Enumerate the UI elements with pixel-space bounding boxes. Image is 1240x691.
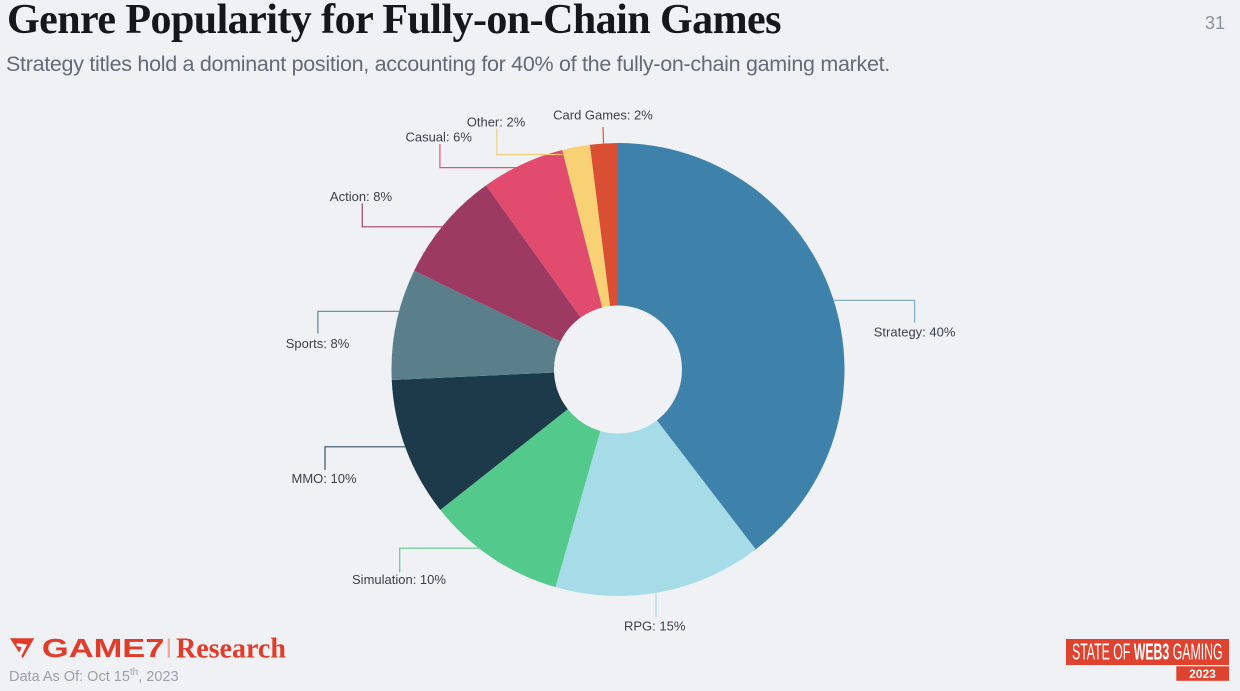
svg-text:Strategy: 40%: Strategy: 40% (874, 324, 956, 339)
svg-text:GAME7: GAME7 (42, 633, 165, 663)
svg-text:Sports: 8%: Sports: 8% (286, 336, 350, 351)
svg-text:Casual: 6%: Casual: 6% (405, 130, 472, 145)
svg-text:Action: 8%: Action: 8% (330, 189, 393, 204)
svg-text:STATE OF WEB3 GAMING: STATE OF WEB3 GAMING (1072, 638, 1223, 664)
svg-text:2023: 2023 (1189, 667, 1216, 681)
svg-text:Other: 2%: Other: 2% (467, 114, 526, 129)
svg-text:MMO: 10%: MMO: 10% (291, 471, 356, 486)
svg-text:Card Games: 2%: Card Games: 2% (553, 108, 653, 123)
svg-text:Research: Research (176, 634, 286, 665)
svg-text:Simulation: 10%: Simulation: 10% (352, 572, 446, 587)
svg-text:RPG: 15%: RPG: 15% (624, 619, 686, 634)
